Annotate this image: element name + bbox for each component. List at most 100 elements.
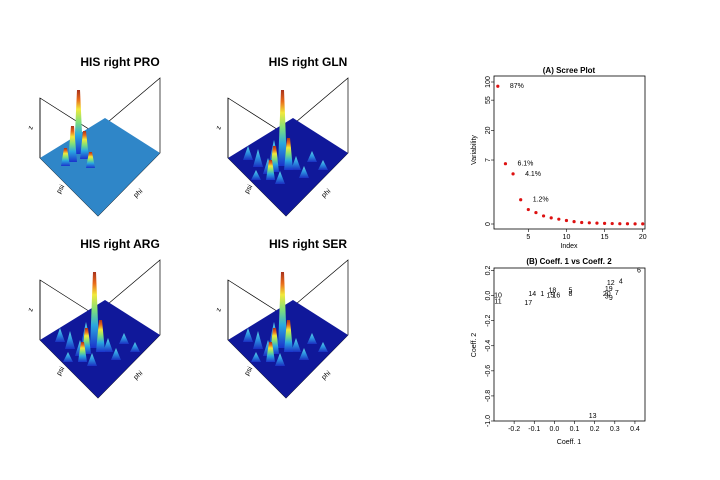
coef-point-label-1: 1 [540, 291, 544, 298]
axis-label-z: z [215, 125, 223, 131]
coef-xtick-label-5: 0.3 [610, 426, 620, 433]
coef-point-label-15: 15 [546, 292, 554, 299]
axis-label-phi: phi [133, 370, 145, 382]
scree-ytick-label-4: 0 [485, 222, 492, 226]
coef-xtick-label-1: -0.1 [528, 426, 540, 433]
panel-title-arg: HIS right ARG [80, 237, 160, 251]
panel-title-gln: HIS right GLN [269, 55, 348, 69]
surface-ridge-1 [65, 331, 75, 349]
surface-panel-ser: HIS right SER z psi phi [215, 237, 349, 399]
surface-ridge-0 [55, 328, 65, 342]
coef-point-label-12: 12 [607, 280, 615, 287]
coefficient-scatter: (B) Coeff. 1 vs Coeff. 2 Coeff. 1 Coeff.… [471, 257, 646, 446]
axis-label-psi: psi [56, 365, 67, 377]
surface-ridge-6 [307, 151, 317, 162]
surface-peak-1 [68, 126, 77, 162]
coef-xtick-label-2: 0.0 [550, 426, 560, 433]
coef-frame [493, 267, 646, 422]
surface-ridge-5 [111, 348, 121, 360]
scree-point-11 [572, 220, 576, 224]
surface-ridge-6 [119, 333, 129, 344]
surface-ridge-7 [275, 353, 285, 366]
coef-point-label-11: 11 [494, 299, 501, 306]
axis-label-phi: phi [133, 188, 145, 200]
surface-peak-1 [284, 138, 293, 170]
surface-peak-3 [266, 160, 275, 180]
surface-ridge-9 [318, 342, 328, 352]
scree-point-1 [496, 84, 500, 88]
scree-xtick-label-3: 20 [639, 234, 647, 241]
scree-point-15 [602, 221, 607, 225]
coef-ytick-label-0: 0.2 [485, 266, 492, 276]
surface-peak-3 [266, 342, 275, 362]
scree-point-6 [534, 210, 538, 215]
scree-point-5 [526, 207, 530, 212]
surface-ridge-9 [130, 342, 140, 352]
scree-ylabel: Variability [471, 135, 478, 165]
coef-title: (B) Coeff. 1 vs Coeff. 2 [526, 257, 612, 266]
surface-panel-arg: HIS right ARG z psi phi [27, 237, 161, 399]
coef-point-label-9: 9 [609, 295, 613, 302]
scree-point-16 [610, 221, 614, 226]
axis-label-z: z [27, 125, 35, 131]
scree-annotation-2: 4.1% [525, 171, 541, 178]
coef-ytick-label-2: -0.2 [485, 315, 492, 327]
surface-ridge-4 [103, 338, 113, 352]
axis-label-z: z [215, 307, 223, 313]
coef-ytick-label-1: 0.0 [485, 291, 492, 301]
surface-ridge-8 [251, 352, 261, 362]
coef-point-label-19: 19 [605, 286, 613, 293]
scree-xtick-label-0: 5 [526, 234, 530, 241]
surface-ridge-5 [299, 166, 309, 178]
coef-ylabel: Coeff. 2 [471, 333, 478, 357]
axis-label-psi: psi [244, 183, 255, 195]
panel-title-pro: HIS right PRO [80, 55, 159, 69]
scree-xtick-label-1: 10 [563, 234, 571, 241]
scree-xtick-label-2: 15 [601, 234, 609, 241]
coef-xlabel: Coeff. 1 [557, 439, 581, 446]
surface-ridge-4 [291, 338, 301, 352]
coef-point-label-20: 20 [603, 291, 611, 298]
surface-peak-3 [78, 342, 87, 362]
coef-point-label-10: 10 [494, 292, 502, 299]
surface-panel-gln: HIS right GLN z psi phi [215, 55, 349, 217]
scree-annotation-3: 1.2% [533, 197, 549, 204]
surface-peak-4 [86, 152, 95, 168]
scree-point-4 [519, 198, 523, 202]
surface-peak-2 [80, 131, 89, 159]
scree-point-2 [503, 162, 508, 166]
coef-point-label-16: 16 [553, 292, 561, 299]
scree-title: (A) Scree Plot [543, 66, 596, 75]
scree-annotation-1: 6.1% [517, 161, 533, 168]
coef-xtick-label-0: -0.2 [508, 426, 520, 433]
coef-point-label-6: 6 [637, 267, 641, 274]
surface-panel-pro: HIS right PRO z psi phi [27, 55, 161, 217]
scree-point-14 [595, 221, 599, 225]
surface-ridge-8 [251, 170, 261, 180]
axis-label-psi: psi [56, 183, 67, 195]
surface-ridge-6 [307, 333, 317, 344]
surface-ridge-1 [253, 331, 263, 349]
surface-peak-0 [278, 90, 287, 166]
surface-floor [40, 118, 160, 216]
coef-ytick-label-5: -0.8 [485, 390, 492, 402]
axis-label-phi: phi [321, 188, 333, 200]
scree-point-9 [557, 217, 561, 221]
scree-point-13 [587, 221, 591, 225]
coef-point-label-7: 7 [615, 290, 619, 297]
coef-point-label-17: 17 [524, 300, 532, 307]
scree-annotation-0: 87% [510, 83, 524, 90]
scree-point-10 [564, 218, 569, 223]
surface-ridge-8 [63, 352, 73, 362]
scree-ytick-label-1: 55 [485, 96, 492, 104]
scree-ytick-label-0: 100 [485, 76, 492, 88]
scree-point-18 [625, 222, 630, 226]
scree-frame [493, 75, 646, 230]
scree-point-7 [541, 214, 546, 218]
surface-panels: HIS right PRO z psi phi HIS right GLN z psi… [27, 55, 349, 399]
coef-point-label-14: 14 [528, 291, 536, 298]
surface-ridge-0 [243, 328, 253, 342]
scree-point-8 [549, 216, 553, 220]
scree-ytick-label-2: 20 [485, 126, 492, 134]
